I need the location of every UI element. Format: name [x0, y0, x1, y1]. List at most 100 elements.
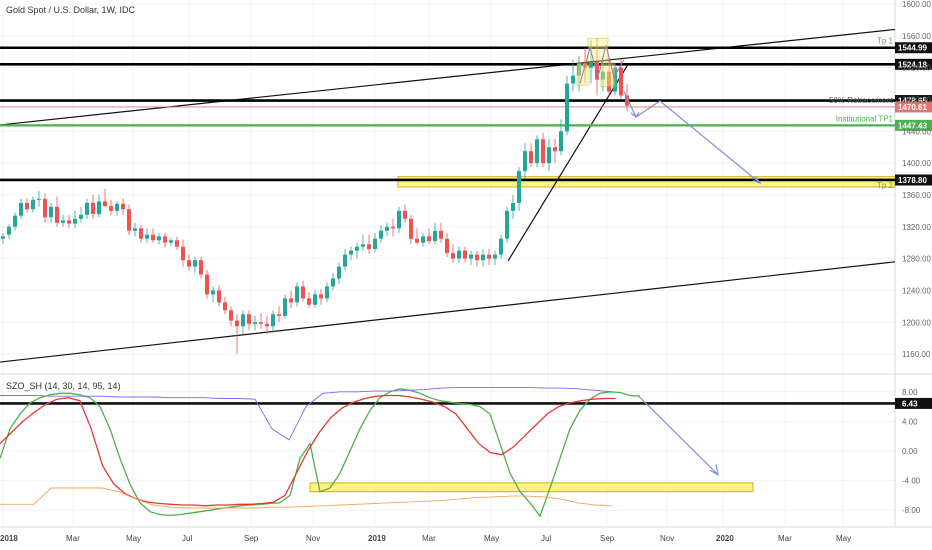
candle-body	[367, 244, 371, 250]
candle-body	[187, 260, 191, 267]
candle-body	[379, 230, 383, 239]
price-tick: 1520.00	[902, 64, 931, 73]
time-tick: Mar	[66, 534, 80, 543]
candle-body	[115, 203, 119, 211]
candle-body	[103, 201, 107, 207]
candle-body	[559, 131, 563, 152]
time-tick: Mar	[422, 534, 436, 543]
upper-trendline	[0, 28, 896, 126]
time-tick: Nov	[660, 534, 674, 543]
candle-body	[163, 236, 167, 243]
indicator-title: SZO_SH (14, 30, 14, 95, 14)	[6, 381, 121, 391]
candle-body	[553, 147, 557, 152]
time-tick: 2019	[368, 534, 386, 543]
candle-body	[499, 238, 503, 255]
candle-body	[595, 62, 599, 80]
candle-body	[319, 294, 323, 299]
candle-body	[565, 83, 569, 132]
candle-body	[415, 238, 419, 243]
candle-body	[397, 210, 401, 229]
indicator-series-line	[0, 394, 616, 507]
price-tick: 1320.00	[902, 223, 931, 232]
time-tick: May	[836, 534, 851, 543]
time-tick: 2020	[716, 534, 734, 543]
indicator-arrowhead	[709, 464, 719, 476]
level-label: 1378.80	[898, 176, 927, 185]
candle-body	[199, 260, 203, 275]
level-label-bg	[895, 101, 932, 113]
time-tick: Mar	[778, 534, 792, 543]
level-note: Tp 2	[877, 181, 894, 190]
candle-body	[307, 298, 311, 305]
candle-body	[145, 234, 149, 239]
indicator-series-line	[0, 388, 641, 518]
indicator-tick: -8.00	[902, 506, 921, 515]
candle-body	[373, 238, 377, 250]
candle-body	[241, 314, 245, 327]
candle-body	[7, 226, 11, 235]
candle-body	[445, 238, 449, 254]
level-label: 1447.43	[898, 121, 927, 130]
candle-body	[589, 62, 593, 68]
candle-body	[607, 71, 611, 92]
level-note: 50% Retracement	[829, 96, 894, 105]
candle-body	[331, 278, 335, 287]
candle-body	[67, 220, 71, 224]
time-tick: Sep	[244, 534, 259, 543]
support-zone	[397, 176, 896, 188]
candle-body	[613, 67, 617, 92]
candle-body	[463, 250, 467, 259]
candle-body	[25, 202, 29, 210]
candle-body	[343, 254, 347, 267]
candle-body	[43, 198, 47, 218]
time-tick: Jul	[182, 534, 192, 543]
candle-body	[259, 322, 263, 324]
candle-body	[361, 244, 365, 247]
candle-body	[619, 67, 623, 96]
candle-body	[121, 203, 125, 210]
time-tick: 2018	[0, 534, 18, 543]
candle-body	[541, 139, 545, 164]
level-note: Institutional TP1	[836, 114, 894, 123]
candle-body	[247, 314, 251, 324]
candle-body	[547, 147, 551, 164]
price-tick: 1280.00	[902, 255, 931, 264]
candle-body	[253, 322, 257, 324]
rally-trendline	[507, 64, 629, 262]
projection-path	[623, 91, 761, 184]
time-tick: Jul	[541, 534, 551, 543]
level-label: 1478.65	[898, 97, 927, 106]
candle-body	[457, 250, 461, 259]
candle-body	[205, 274, 209, 295]
candle-body	[535, 139, 539, 164]
candle-body	[385, 226, 389, 231]
candle-body	[601, 71, 605, 80]
candle-body	[19, 202, 23, 216]
candle-body	[283, 298, 287, 316]
projection-arrowhead	[630, 111, 640, 118]
level-label-bg	[895, 42, 932, 54]
candle-body	[61, 220, 65, 223]
candle-body	[127, 209, 131, 231]
time-tick: May	[126, 534, 141, 543]
candle-body	[271, 314, 275, 327]
candle-body	[409, 218, 413, 239]
candle-body	[427, 236, 431, 242]
price-tick: 1400.00	[902, 159, 931, 168]
candle-body	[511, 202, 515, 211]
indicator-zone	[309, 482, 754, 493]
candle-body	[31, 199, 35, 210]
candle-body	[55, 206, 59, 223]
candle-body	[475, 254, 479, 261]
projection-arrowhead	[752, 176, 762, 185]
candle-body	[301, 286, 305, 299]
level-label: 1524.18	[898, 60, 927, 69]
candle-body	[295, 286, 299, 303]
candle-body	[97, 201, 101, 215]
candle-body	[529, 151, 533, 164]
price-tick: 1560.00	[902, 32, 931, 41]
candle-body	[277, 314, 281, 316]
candle-body	[85, 202, 89, 215]
candle-body	[487, 254, 491, 259]
